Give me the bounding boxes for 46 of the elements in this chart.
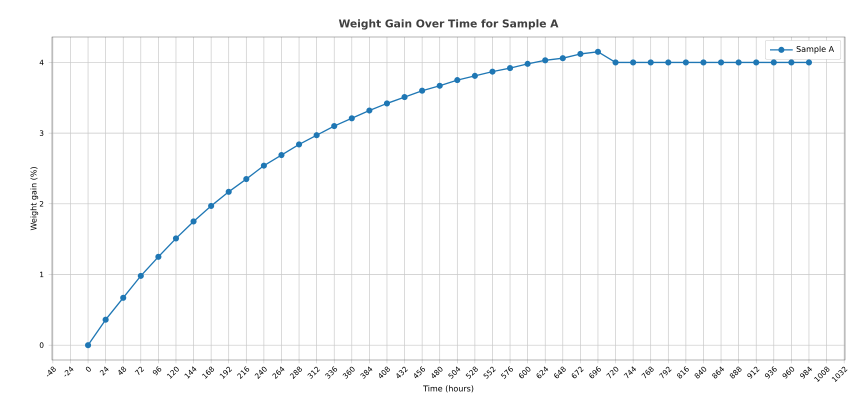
point [682, 59, 689, 66]
point [542, 57, 548, 64]
point [314, 132, 320, 138]
point [190, 218, 197, 225]
point [648, 59, 654, 66]
point [753, 59, 760, 66]
point [665, 59, 672, 66]
point [120, 294, 126, 301]
point [243, 176, 250, 182]
point [718, 59, 724, 66]
point [630, 59, 636, 66]
point [700, 59, 707, 66]
point [296, 141, 302, 148]
point [788, 59, 794, 66]
point [419, 88, 426, 94]
point [384, 100, 390, 107]
point [524, 60, 531, 67]
point [736, 59, 742, 66]
x-axis-title: Time (hours) [423, 385, 474, 392]
point [208, 202, 214, 209]
point [454, 77, 460, 84]
point [226, 188, 232, 195]
point [172, 235, 180, 242]
point [436, 82, 443, 89]
point [260, 162, 267, 169]
point [612, 59, 619, 66]
point [770, 59, 777, 66]
point [348, 115, 355, 122]
point [366, 107, 372, 114]
point [138, 272, 144, 279]
point [102, 316, 109, 323]
point [401, 94, 408, 100]
point [506, 65, 514, 72]
point [560, 55, 566, 62]
point [331, 122, 338, 130]
point [594, 48, 602, 55]
y-axis-title: Weight gain (%) [30, 167, 38, 230]
point [489, 68, 496, 75]
legend-label: Sample A [796, 46, 834, 54]
chart-title: Weight Gain Over Time for Sample A [338, 19, 558, 30]
point [155, 254, 162, 260]
point [278, 152, 285, 158]
point [577, 50, 584, 58]
point [84, 342, 92, 348]
point [472, 72, 478, 79]
point [806, 59, 812, 66]
